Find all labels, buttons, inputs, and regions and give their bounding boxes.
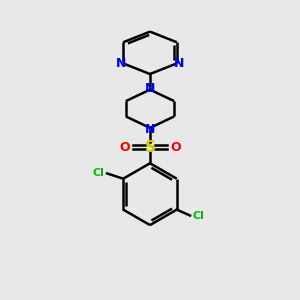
Text: N: N: [145, 82, 155, 95]
Text: N: N: [145, 123, 155, 136]
Text: O: O: [119, 141, 130, 154]
Text: Cl: Cl: [93, 167, 105, 178]
Text: N: N: [116, 57, 126, 70]
Text: Cl: Cl: [192, 212, 204, 221]
Text: O: O: [170, 141, 181, 154]
Text: N: N: [174, 57, 184, 70]
Text: S: S: [145, 140, 155, 154]
